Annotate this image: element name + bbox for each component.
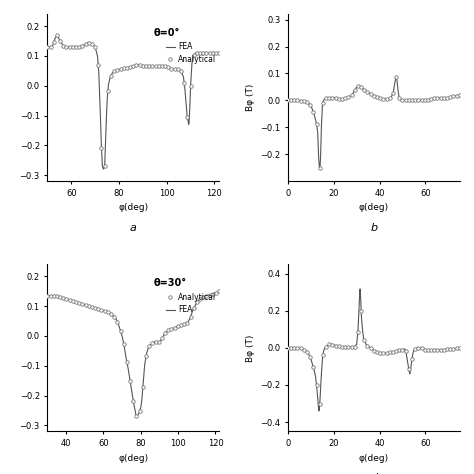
Legend: Analytical, FEA: Analytical, FEA [163, 290, 219, 318]
Y-axis label: Bφ (T): Bφ (T) [246, 84, 255, 111]
X-axis label: φ(deg): φ(deg) [359, 203, 389, 212]
Text: θ=30°: θ=30° [154, 278, 187, 288]
Text: b: b [370, 223, 377, 233]
X-axis label: φ(deg): φ(deg) [359, 454, 389, 463]
X-axis label: φ(deg): φ(deg) [118, 203, 148, 212]
Legend: FEA, Analytical: FEA, Analytical [163, 39, 219, 67]
Text: a: a [130, 223, 137, 233]
Text: θ=0°: θ=0° [154, 27, 180, 37]
Y-axis label: Bφ (T): Bφ (T) [246, 334, 255, 362]
X-axis label: φ(deg): φ(deg) [118, 454, 148, 463]
